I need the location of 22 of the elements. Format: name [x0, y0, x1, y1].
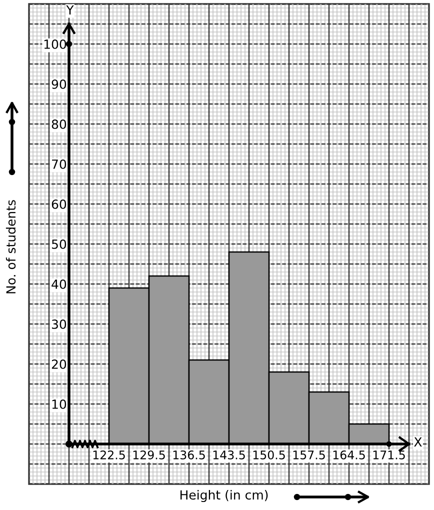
annotation: Y [66, 5, 74, 14]
x-tick-label: 171.5 [373, 450, 405, 460]
x-tick-label: 136.5 [173, 450, 205, 460]
x-tick-label: 157.5 [293, 450, 325, 460]
y-tick-label: 10 [52, 399, 66, 409]
y-tick-label: 40 [52, 279, 66, 289]
y-tick-label: 80 [52, 119, 66, 129]
y-tick-label: 100 [44, 39, 66, 49]
x-tick-label: 164.5 [333, 450, 365, 460]
y-axis-title: No. of students [6, 200, 16, 294]
x-tick-label: 129.5 [133, 450, 165, 460]
x-tick-label: 143.5 [213, 450, 245, 460]
y-tick-label: 60 [52, 199, 66, 209]
annotation: X [414, 437, 422, 446]
y-tick-label: 20 [52, 359, 66, 369]
x-axis-title: Height (in cm) [180, 490, 268, 502]
x-tick-label: 150.5 [253, 450, 285, 460]
y-tick-label: 90 [52, 79, 66, 89]
x-tick-label: 122.5 [93, 450, 125, 460]
y-tick-label: 70 [52, 159, 66, 169]
y-tick-label: 30 [52, 319, 66, 329]
y-tick-label: 50 [52, 239, 66, 249]
